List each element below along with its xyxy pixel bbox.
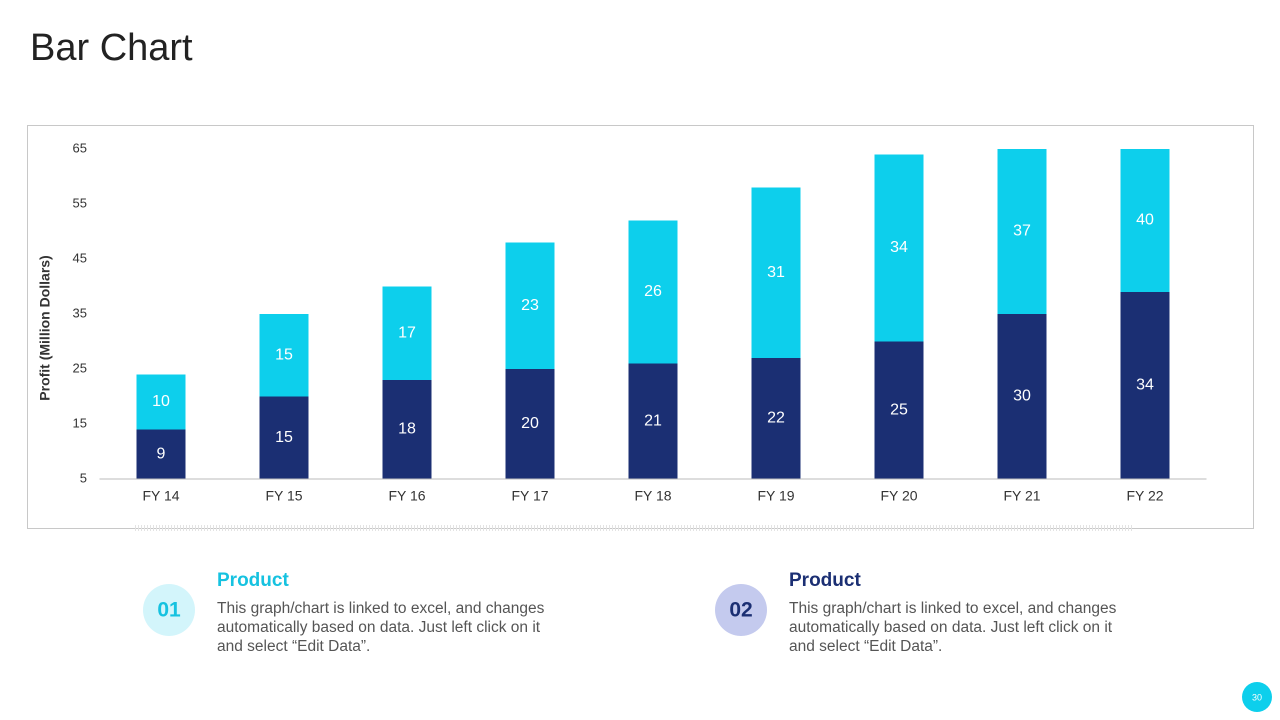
bar-segment bbox=[1120, 149, 1170, 292]
data-label: 22 bbox=[767, 410, 785, 427]
y-tick-label: 5 bbox=[80, 470, 87, 485]
x-tick-label: FY 22 bbox=[1126, 488, 1163, 504]
plot bbox=[136, 149, 1170, 479]
slide-title: Bar Chart bbox=[30, 27, 193, 69]
bar-segment bbox=[628, 220, 678, 364]
product-number: 02 bbox=[729, 599, 752, 622]
product-title: Product bbox=[789, 570, 861, 591]
bar-segment bbox=[136, 429, 186, 479]
x-tick-label: FY 19 bbox=[757, 488, 794, 504]
y-tick-label: 65 bbox=[73, 140, 87, 155]
x-tick-label: FY 18 bbox=[634, 488, 671, 504]
x-tick-label: FY 16 bbox=[388, 488, 425, 504]
data-label: 31 bbox=[767, 264, 785, 281]
bar-segment bbox=[136, 374, 186, 430]
data-label: 40 bbox=[1136, 212, 1154, 229]
bar-segment bbox=[874, 341, 924, 479]
bar-segment bbox=[1120, 292, 1170, 479]
x-tick-label: FY 20 bbox=[880, 488, 917, 504]
data-label: 26 bbox=[644, 283, 662, 300]
bar-segment bbox=[505, 242, 555, 369]
x-tick-label: FY 14 bbox=[142, 488, 179, 504]
x-tick-label: FY 21 bbox=[1003, 488, 1040, 504]
data-label: 34 bbox=[1136, 377, 1154, 394]
product-title: Product bbox=[217, 570, 289, 591]
y-tick-label: 25 bbox=[73, 360, 87, 375]
data-label: 18 bbox=[398, 421, 416, 438]
bar-segment bbox=[751, 187, 801, 358]
y-axis-label: Profit (Million Dollars) bbox=[37, 255, 53, 400]
bar-segment bbox=[382, 380, 432, 479]
data-label: 10 bbox=[152, 393, 170, 410]
y-tick-label: 35 bbox=[73, 305, 87, 320]
page-badge bbox=[1242, 682, 1272, 712]
bar-segment bbox=[259, 314, 309, 397]
bar-segment bbox=[997, 149, 1047, 314]
product-badge bbox=[715, 584, 767, 636]
data-label: 15 bbox=[275, 429, 293, 446]
y-tick-label: 15 bbox=[73, 415, 87, 430]
data-label: 37 bbox=[1013, 223, 1031, 240]
data-label: 17 bbox=[398, 324, 416, 341]
bar-segment bbox=[751, 358, 801, 479]
bar-segment bbox=[382, 286, 432, 380]
x-tick-label: FY 15 bbox=[265, 488, 302, 504]
product-text: This graph/chart is linked to excel, and… bbox=[789, 600, 1117, 655]
bar-segment bbox=[874, 154, 924, 342]
data-label: 9 bbox=[157, 445, 166, 462]
data-label: 21 bbox=[644, 412, 662, 429]
bar-segment bbox=[628, 363, 678, 479]
product-badge bbox=[143, 584, 195, 636]
data-label: 20 bbox=[521, 415, 539, 432]
y-tick-label: 45 bbox=[73, 250, 87, 265]
data-label: 25 bbox=[890, 401, 908, 418]
data-label: 23 bbox=[521, 297, 539, 314]
data-label: 30 bbox=[1013, 388, 1031, 405]
bar-segment bbox=[505, 369, 555, 479]
page-number: 30 bbox=[1252, 692, 1262, 702]
x-tick-label: FY 17 bbox=[511, 488, 548, 504]
y-tick-label: 55 bbox=[73, 195, 87, 210]
bar-segment bbox=[997, 314, 1047, 479]
product-text: This graph/chart is linked to excel, and… bbox=[217, 600, 545, 655]
data-label: 15 bbox=[275, 346, 293, 363]
chart-frame bbox=[27, 125, 1254, 529]
data-label: 34 bbox=[890, 239, 908, 256]
product-number: 01 bbox=[157, 599, 181, 622]
bar-segment bbox=[259, 396, 309, 479]
